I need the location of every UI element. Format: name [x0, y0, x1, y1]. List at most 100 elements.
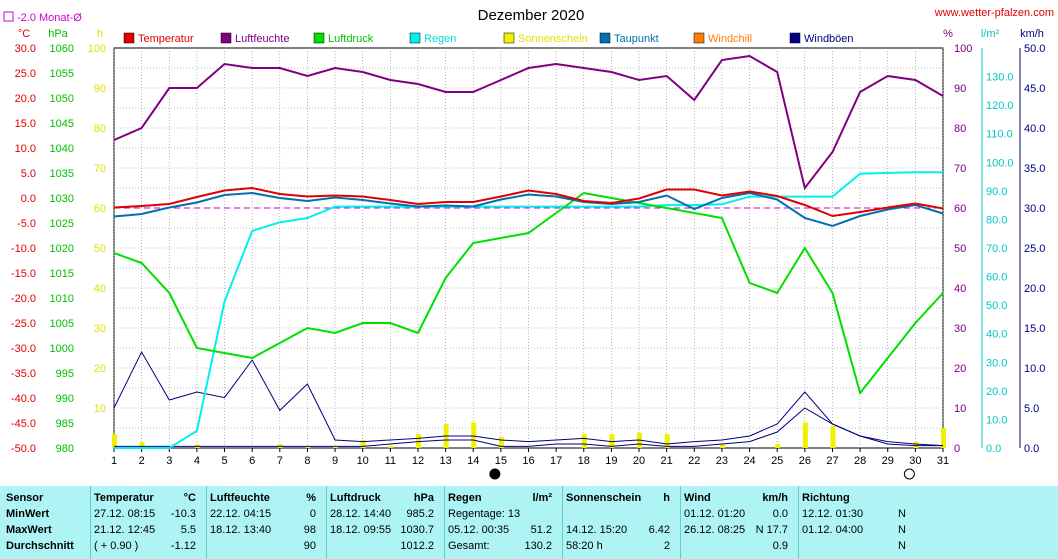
tick-label-wind: 5.0	[1024, 403, 1039, 415]
stats-header-1: Temperatur	[94, 492, 154, 504]
month-avg-label: -2.0 Monat-Ø	[17, 12, 82, 24]
month-avg-swatch	[3, 11, 14, 22]
stats-direction-time: 01.12. 04:00	[802, 524, 864, 536]
tick-label-rain: 0.0	[986, 443, 1001, 455]
tick-label-temp: 5.0	[21, 168, 36, 180]
stats-pressure-time: 28.12. 14:40	[330, 508, 392, 520]
x-tick-label: 1	[111, 455, 117, 467]
x-tick-label: 8	[304, 455, 310, 467]
tick-label-pressure: 1025	[50, 218, 74, 230]
axis-unit-rain: l/m²	[981, 28, 1000, 40]
stats-rain-text: 05.12. 00:35	[448, 524, 510, 536]
tick-label-temp: -35.0	[11, 368, 36, 380]
x-tick-label: 6	[249, 455, 255, 467]
stats-header-4: Regen	[448, 492, 482, 504]
stats-wind-value: N 17.7	[755, 524, 788, 536]
stats-header-2: Luftfeuchte	[210, 492, 270, 504]
tick-label-temp: -30.0	[11, 343, 36, 355]
stats-wind-value: 0.0	[772, 508, 788, 520]
series-line-temperature	[113, 186, 944, 218]
x-tick-label: 5	[221, 455, 227, 467]
stats-sun-time: 14.12. 15:20	[566, 524, 628, 536]
chart-title: Dezember 2020	[478, 7, 585, 24]
x-tick-label: 27	[826, 455, 838, 467]
tick-label-temp: -10.0	[11, 243, 36, 255]
stats-column-divider	[326, 486, 327, 559]
tick-label-pressure: 1000	[50, 343, 74, 355]
stats-unit-5: h	[663, 492, 670, 504]
stats-wind-time: 26.12. 08:25	[684, 524, 746, 536]
tick-label-wind: 0.0	[1024, 443, 1039, 455]
site-link[interactable]: www.wetter-pfalzen.com	[934, 7, 1054, 19]
x-tick-label: 28	[854, 455, 866, 467]
sunshine-bar	[719, 444, 725, 448]
legend-label-temperature: Temperatur	[138, 33, 194, 45]
sunshine-bar	[609, 434, 615, 448]
series-line-gust	[113, 350, 944, 447]
tick-label-humidity: 100	[954, 43, 972, 55]
tick-label-pressure: 1020	[50, 243, 74, 255]
x-tick-label: 26	[799, 455, 811, 467]
tick-label-wind: 35.0	[1024, 163, 1045, 175]
tick-label-wind: 50.0	[1024, 43, 1045, 55]
x-tick-label: 18	[578, 455, 590, 467]
axis-unit-hours: h	[97, 28, 103, 40]
tick-label-pressure: 1040	[50, 143, 74, 155]
sunshine-bar	[913, 442, 919, 448]
legend-label-windchill: Windchill	[708, 33, 752, 45]
tick-label-hours: 80	[94, 123, 106, 135]
legend-swatch-gust	[789, 32, 801, 44]
stats-header-3: Luftdruck	[330, 492, 381, 504]
sunshine-bar	[941, 428, 946, 448]
legend: Temperatur Luftfeuchte Luftdruck Regen Sonne…	[123, 32, 854, 45]
tick-label-pressure: 990	[56, 393, 74, 405]
tick-label-hours: 20	[94, 363, 106, 375]
x-tick-label: 3	[166, 455, 172, 467]
stats-pressure-value: 1012.2	[400, 540, 434, 552]
x-tick-label: 22	[688, 455, 700, 467]
legend-label-rain: Regen	[424, 33, 456, 45]
axes: 30.025.020.015.010.05.00.0-5.0-10.0-15.0…	[11, 43, 1045, 480]
axis-unit-temp: °C	[18, 28, 30, 40]
axis-unit-humidity: %	[943, 28, 953, 40]
tick-label-humidity: 0	[954, 443, 960, 455]
stats-column-divider	[680, 486, 681, 559]
legend-label-humidity: Luftfeuchte	[235, 33, 289, 45]
tick-label-humidity: 90	[954, 83, 966, 95]
stats-wind-value: 0.9	[772, 540, 788, 552]
x-tick-label: 10	[357, 455, 369, 467]
series-line-pressure	[113, 191, 944, 396]
tick-label-rain: 90.0	[986, 186, 1007, 198]
tick-label-temp: 25.0	[15, 68, 36, 80]
x-tick-label: 17	[550, 455, 562, 467]
tick-label-humidity: 20	[954, 363, 966, 375]
tick-label-hours: 90	[94, 83, 106, 95]
tick-label-temp: 20.0	[15, 93, 36, 105]
tick-label-humidity: 30	[954, 323, 966, 335]
legend-swatch-humidity	[220, 32, 232, 44]
tick-label-hours: 60	[94, 203, 106, 215]
stats-row-label: Durchschnitt	[6, 540, 74, 552]
axis-unit-pressure: hPa	[48, 28, 68, 40]
tick-label-pressure: 1050	[50, 93, 74, 105]
stats-temp-value: -10.3	[170, 508, 196, 520]
tick-label-temp: -15.0	[11, 268, 36, 280]
tick-label-rain: 10.0	[986, 414, 1007, 426]
sunshine-bar	[305, 446, 311, 448]
tick-label-pressure: 1055	[50, 68, 74, 80]
tick-label-wind: 10.0	[1024, 363, 1045, 375]
tick-label-temp: -40.0	[11, 393, 36, 405]
tick-label-hours: 30	[94, 323, 106, 335]
stats-unit-2: %	[306, 492, 316, 504]
x-tick-label: 19	[605, 455, 617, 467]
tick-label-rain: 60.0	[986, 272, 1007, 284]
tick-label-rain: 80.0	[986, 214, 1007, 226]
tick-label-rain: 120.0	[986, 100, 1014, 112]
legend-label-sunshine: Sonnenschein	[518, 33, 588, 45]
tick-label-rain: 30.0	[986, 357, 1007, 369]
stats-direction-value: N	[898, 524, 906, 536]
x-tick-label: 24	[743, 455, 755, 467]
x-tick-label: 11	[385, 455, 396, 467]
tick-label-hours: 50	[94, 243, 106, 255]
stats-unit-6: km/h	[762, 492, 788, 504]
